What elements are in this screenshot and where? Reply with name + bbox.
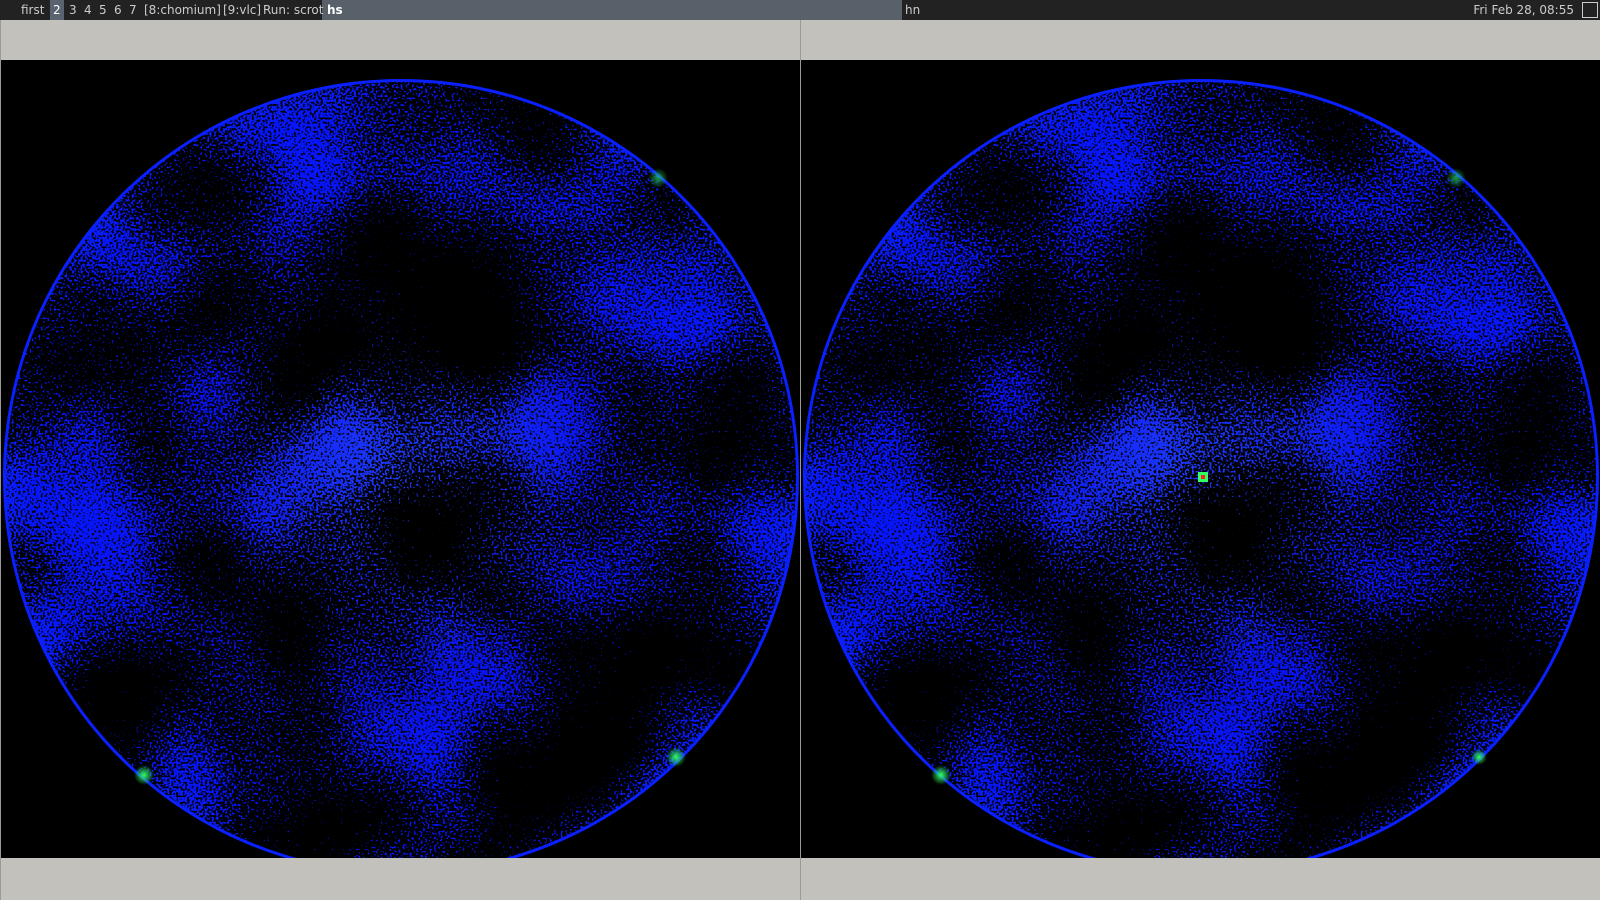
taskbar: first 2 3 4 5 6 7 [8:chomium] [9:vlc] Ru… [0, 0, 1600, 20]
workspace[interactable]: 4 [84, 3, 92, 17]
toolbar [801, 20, 1600, 60]
spot [1446, 168, 1466, 188]
workspace[interactable]: 6 [114, 3, 122, 17]
layout-icon[interactable] [1582, 2, 1598, 18]
workspace[interactable]: 5 [99, 3, 107, 17]
statusbar [801, 858, 1600, 900]
detector-image [3, 79, 799, 858]
spot [666, 747, 686, 767]
spot [1471, 749, 1487, 765]
focused-window-title: hs [327, 3, 343, 17]
detector-image [803, 79, 1599, 858]
spot [931, 765, 951, 785]
workspace[interactable]: 7 [129, 3, 137, 17]
toolbar [1, 20, 800, 60]
workspace[interactable]: 3 [69, 3, 77, 17]
focused-title-box [322, 0, 902, 20]
workspace[interactable]: 2 [50, 0, 64, 20]
clock: Fri Feb 28, 08:55 [1473, 3, 1574, 17]
image-window [0, 20, 800, 900]
noise [6, 82, 796, 858]
center-peak [1201, 475, 1205, 479]
spot [134, 765, 154, 785]
workspace[interactable]: first [21, 3, 45, 17]
spot [648, 168, 668, 188]
workspace[interactable]: [8:chomium] [144, 3, 221, 17]
run-prompt: Run: scrot [263, 3, 324, 17]
workspace[interactable]: [9:vlc] [223, 3, 262, 17]
noise [806, 82, 1596, 858]
statusbar [1, 858, 800, 900]
image-window [800, 20, 1600, 900]
window-title: hn [905, 3, 921, 17]
